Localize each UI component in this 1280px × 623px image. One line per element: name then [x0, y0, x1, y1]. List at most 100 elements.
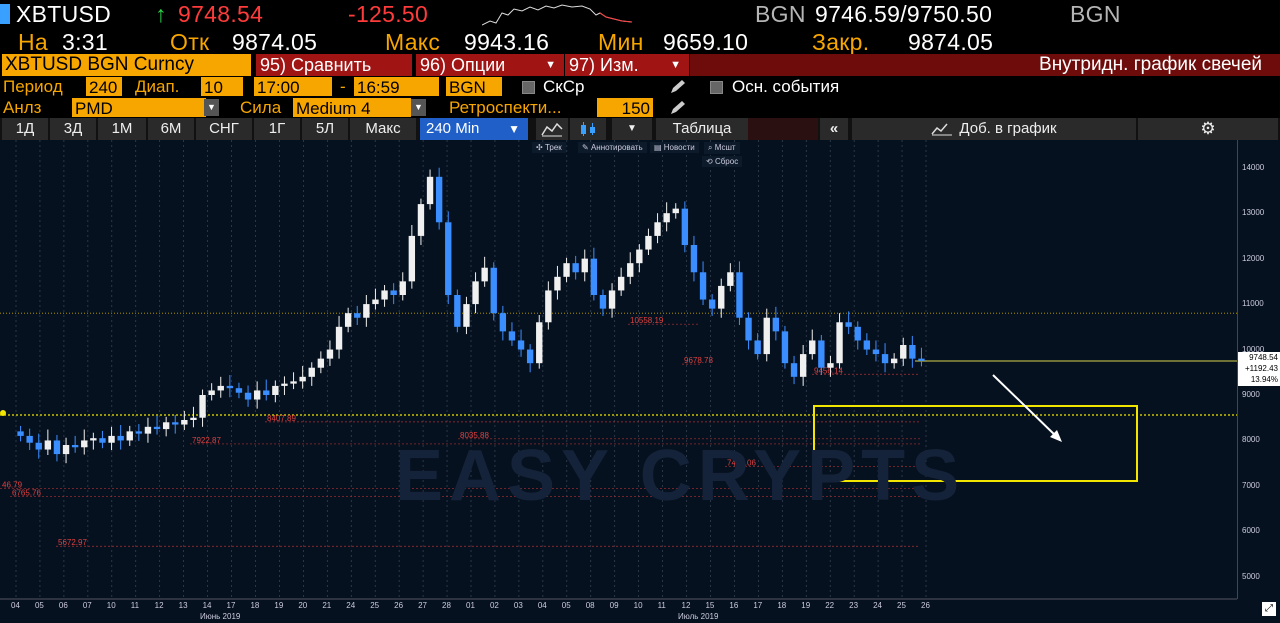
period-field[interactable]: 240 — [86, 77, 122, 97]
anlz-field[interactable]: PMD — [72, 98, 206, 118]
candle-body — [845, 322, 852, 327]
candle-body — [454, 295, 461, 327]
at-label: На — [18, 29, 49, 55]
chevron-down-icon[interactable]: ▼ — [612, 118, 652, 140]
track-label: Трек — [544, 143, 562, 152]
x-tick-label: 04 — [537, 601, 547, 610]
line-chart-icon[interactable] — [536, 118, 568, 140]
candle-body — [344, 313, 352, 327]
range-tab-1d[interactable]: 1Д — [2, 118, 48, 140]
x-tick-label: 14 — [202, 601, 212, 610]
range-tab-1m[interactable]: 1М — [98, 118, 146, 140]
candle-chart-icon[interactable] — [570, 118, 606, 140]
candle-body — [599, 295, 607, 309]
expand-icon[interactable]: ⤢ — [1262, 602, 1276, 616]
candle-body — [290, 381, 297, 384]
x-tick-label: 09 — [609, 601, 619, 610]
ticker-symbol[interactable]: XBTUSD — [16, 1, 112, 27]
range-tab-5y[interactable]: 5Л — [302, 118, 348, 140]
retro-label: Ретроспекти... — [449, 98, 562, 117]
avg-checkbox[interactable] — [522, 81, 535, 94]
candle-body — [299, 376, 306, 382]
y-tick-label: 13000 — [1242, 208, 1265, 218]
strength-field[interactable]: Medium 4 — [293, 98, 411, 118]
range-field[interactable]: 10 — [201, 77, 243, 97]
candle-body — [445, 222, 452, 295]
gear-icon[interactable]: ⚙ — [1138, 118, 1278, 140]
y-tick-label: 6000 — [1242, 526, 1260, 536]
pencil-icon[interactable] — [668, 99, 688, 117]
chart-area[interactable]: 10558.19 9678.78 9456.14 8407.89 7922.87 8035… — [0, 140, 1280, 623]
candle-body — [81, 440, 88, 448]
candle-body — [517, 340, 525, 350]
x-tick-label: 25 — [370, 601, 380, 610]
candle-body — [435, 176, 443, 223]
x-tick-label: 20 — [298, 601, 308, 610]
candle-body — [99, 438, 106, 443]
table-button[interactable]: Таблица — [656, 118, 748, 140]
track-button[interactable]: ✣ Трек — [532, 142, 566, 153]
x-tick-label: 27 — [418, 601, 427, 610]
candle-body — [263, 390, 270, 395]
range-tab-6m[interactable]: 6М — [148, 118, 194, 140]
candlestick-chart[interactable]: 10558.19 9678.78 9456.14 8407.89 7922.87 8035… — [0, 140, 1237, 623]
zoom-button[interactable]: ⌕ Мсшт — [704, 142, 740, 154]
security-field[interactable]: XBTUSD BGN Curncy — [2, 54, 251, 76]
annotate-button[interactable]: ✎ Аннотировать — [578, 142, 647, 153]
candle-body — [35, 442, 42, 450]
toolbar-spacer — [748, 118, 818, 140]
x-tick-label: 24 — [873, 601, 882, 610]
range-tab-ytd[interactable]: СНГ — [196, 118, 252, 140]
candle-body — [708, 299, 716, 309]
x-tick-label: 18 — [777, 601, 787, 610]
start-marker — [0, 410, 6, 416]
chevron-down-icon[interactable]: ▼ — [411, 99, 426, 116]
edit-button[interactable]: 97) Изм. ▼ — [565, 54, 689, 76]
chart-title: Внутридн. график свечей — [1039, 54, 1262, 75]
range-tab-max[interactable]: Макс — [350, 118, 416, 140]
y-tick-label: 11000 — [1242, 299, 1264, 309]
events-checkbox[interactable] — [710, 81, 723, 94]
candle-body — [426, 176, 434, 205]
candle-body — [900, 345, 907, 359]
options-button[interactable]: 96) Опции ▼ — [416, 54, 564, 76]
news-button[interactable]: ▤ Новости — [650, 142, 699, 153]
time-from-field[interactable]: 17:00 — [254, 77, 332, 97]
level-label: 46.79 — [2, 480, 23, 489]
candle-body — [872, 349, 880, 355]
candle-body — [281, 383, 288, 386]
candle-body — [417, 204, 425, 236]
x-tick-label: 01 — [466, 601, 475, 610]
candle-body — [627, 263, 634, 277]
reset-button[interactable]: ⟲ Сброс — [702, 156, 743, 167]
title-bar: Внутридн. график свечей — [690, 54, 1280, 76]
candle-body — [490, 267, 497, 314]
x-tick-label: 02 — [489, 601, 499, 610]
retro-field[interactable]: 150 — [597, 98, 653, 118]
time-to-field[interactable]: 16:59 — [354, 77, 439, 97]
candle-body — [508, 331, 516, 341]
interval-dropdown[interactable]: 240 Min ▼ — [420, 118, 528, 140]
candle-body — [763, 317, 770, 355]
candle-body — [199, 395, 206, 418]
candle-body — [563, 263, 570, 277]
compare-button[interactable]: 95) Сравнить — [256, 54, 412, 76]
chevron-down-icon: ▼ — [508, 122, 520, 136]
range-tab-1y[interactable]: 1Г — [254, 118, 300, 140]
level-label: 7922.87 — [192, 436, 221, 445]
annotation-arrow — [992, 374, 1059, 439]
y-tick-label: 8000 — [1242, 435, 1260, 445]
low-label: Мин — [598, 29, 644, 55]
chevron-down-icon[interactable]: ▼ — [204, 99, 219, 116]
range-tab-3d[interactable]: 3Д — [50, 118, 96, 140]
collapse-icon[interactable]: « — [820, 118, 848, 140]
source-field[interactable]: BGN — [446, 77, 502, 97]
candle-body — [172, 422, 179, 425]
add-to-chart-button[interactable]: Доб. в график — [852, 118, 1136, 140]
candle-body — [863, 340, 871, 350]
candle-body — [53, 440, 61, 455]
up-arrow-icon: ↑ — [155, 1, 167, 27]
close-label: Закр. — [812, 29, 870, 55]
candle-body — [745, 317, 752, 341]
pencil-icon[interactable] — [668, 78, 688, 96]
